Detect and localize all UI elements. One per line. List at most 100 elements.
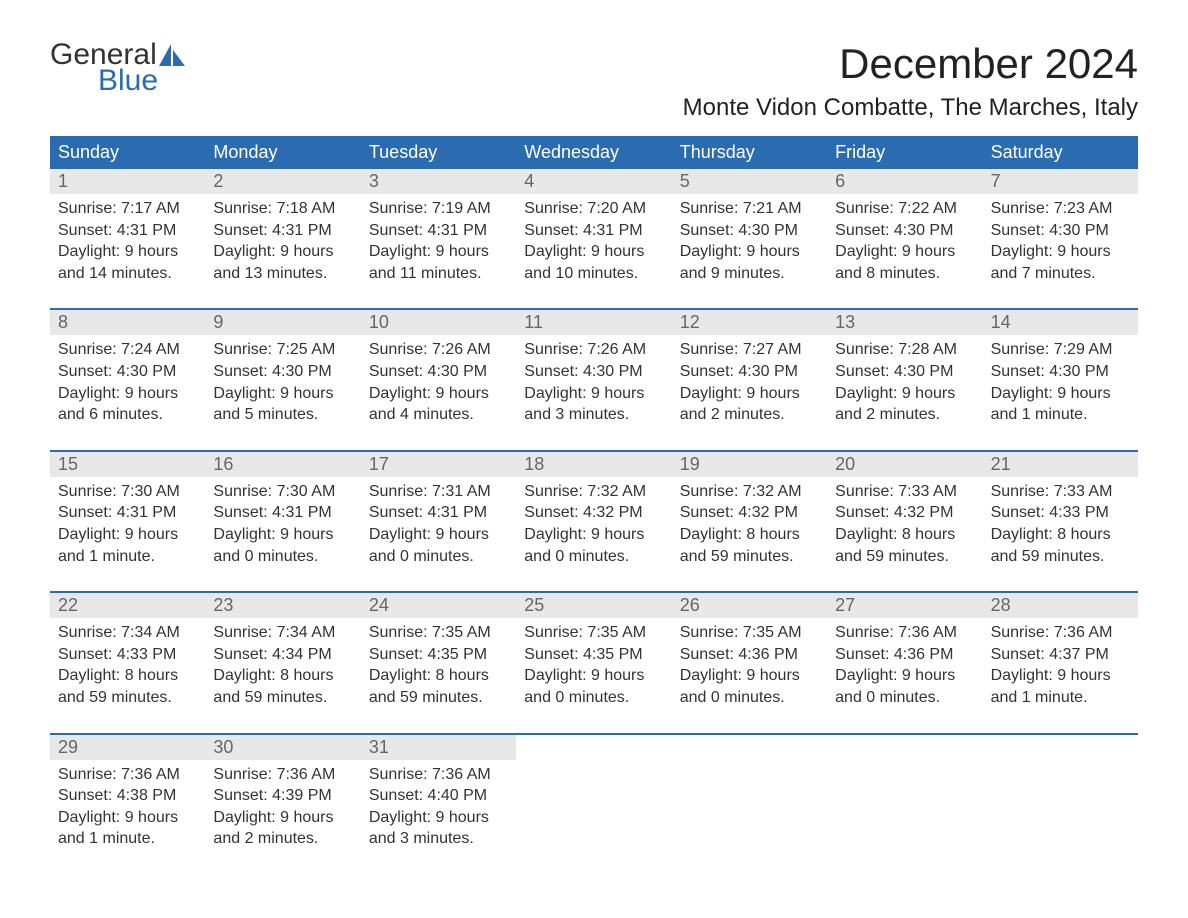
daylight-line-2: and 6 minutes. xyxy=(58,404,197,426)
sunrise-line: Sunrise: 7:36 AM xyxy=(991,622,1130,644)
day-number: 21 xyxy=(983,452,1138,477)
day-number: 29 xyxy=(50,735,205,760)
sunrise-line: Sunrise: 7:33 AM xyxy=(835,481,974,503)
day-details: Sunrise: 7:27 AMSunset: 4:30 PMDaylight:… xyxy=(672,335,827,431)
sunset-line: Sunset: 4:31 PM xyxy=(369,502,508,524)
daylight-line-2: and 59 minutes. xyxy=(369,687,508,709)
daylight-line-2: and 5 minutes. xyxy=(213,404,352,426)
day-number: 27 xyxy=(827,593,982,618)
daylight-line-2: and 59 minutes. xyxy=(835,546,974,568)
daylight-line-1: Daylight: 9 hours xyxy=(680,383,819,405)
day-details: Sunrise: 7:18 AMSunset: 4:31 PMDaylight:… xyxy=(205,194,360,290)
sunset-line: Sunset: 4:37 PM xyxy=(991,644,1130,666)
sunrise-line: Sunrise: 7:19 AM xyxy=(369,198,508,220)
calendar-day: . xyxy=(827,735,982,856)
daylight-line-1: Daylight: 9 hours xyxy=(58,524,197,546)
calendar-day: 15Sunrise: 7:30 AMSunset: 4:31 PMDayligh… xyxy=(50,452,205,573)
dow-thursday: Thursday xyxy=(672,136,827,169)
calendar-week: 29Sunrise: 7:36 AMSunset: 4:38 PMDayligh… xyxy=(50,733,1138,856)
day-number: 9 xyxy=(205,310,360,335)
location-subtitle: Monte Vidon Combatte, The Marches, Italy xyxy=(683,94,1138,122)
daylight-line-1: Daylight: 9 hours xyxy=(213,383,352,405)
calendar-day: 26Sunrise: 7:35 AMSunset: 4:36 PMDayligh… xyxy=(672,593,827,714)
daylight-line-1: Daylight: 9 hours xyxy=(524,524,663,546)
sunrise-line: Sunrise: 7:18 AM xyxy=(213,198,352,220)
day-details: Sunrise: 7:35 AMSunset: 4:35 PMDaylight:… xyxy=(361,618,516,714)
calendar-day: 9Sunrise: 7:25 AMSunset: 4:30 PMDaylight… xyxy=(205,310,360,431)
calendar-day: 28Sunrise: 7:36 AMSunset: 4:37 PMDayligh… xyxy=(983,593,1138,714)
title-block: December 2024 Monte Vidon Combatte, The … xyxy=(683,40,1138,122)
daylight-line-2: and 0 minutes. xyxy=(524,687,663,709)
day-number: 8 xyxy=(50,310,205,335)
sunrise-line: Sunrise: 7:36 AM xyxy=(369,764,508,786)
daylight-line-1: Daylight: 9 hours xyxy=(524,241,663,263)
sunrise-line: Sunrise: 7:21 AM xyxy=(680,198,819,220)
daylight-line-2: and 2 minutes. xyxy=(835,404,974,426)
daylight-line-1: Daylight: 9 hours xyxy=(58,241,197,263)
daylight-line-2: and 0 minutes. xyxy=(524,546,663,568)
dow-sunday: Sunday xyxy=(50,136,205,169)
daylight-line-2: and 13 minutes. xyxy=(213,263,352,285)
day-number: 15 xyxy=(50,452,205,477)
calendar-day: 21Sunrise: 7:33 AMSunset: 4:33 PMDayligh… xyxy=(983,452,1138,573)
day-number: 23 xyxy=(205,593,360,618)
calendar-week: 22Sunrise: 7:34 AMSunset: 4:33 PMDayligh… xyxy=(50,591,1138,714)
daylight-line-1: Daylight: 8 hours xyxy=(369,665,508,687)
calendar-day: 20Sunrise: 7:33 AMSunset: 4:32 PMDayligh… xyxy=(827,452,982,573)
daylight-line-2: and 2 minutes. xyxy=(213,828,352,850)
sunrise-line: Sunrise: 7:36 AM xyxy=(58,764,197,786)
daylight-line-2: and 0 minutes. xyxy=(213,546,352,568)
daylight-line-2: and 4 minutes. xyxy=(369,404,508,426)
sunrise-line: Sunrise: 7:22 AM xyxy=(835,198,974,220)
dow-friday: Friday xyxy=(827,136,982,169)
day-number: 17 xyxy=(361,452,516,477)
day-number: 24 xyxy=(361,593,516,618)
sunset-line: Sunset: 4:30 PM xyxy=(680,361,819,383)
day-number: 6 xyxy=(827,169,982,194)
sunrise-line: Sunrise: 7:35 AM xyxy=(680,622,819,644)
calendar-day: 5Sunrise: 7:21 AMSunset: 4:30 PMDaylight… xyxy=(672,169,827,290)
sunrise-line: Sunrise: 7:33 AM xyxy=(991,481,1130,503)
day-number: 19 xyxy=(672,452,827,477)
day-number: 22 xyxy=(50,593,205,618)
daylight-line-2: and 0 minutes. xyxy=(680,687,819,709)
sunset-line: Sunset: 4:35 PM xyxy=(524,644,663,666)
calendar-day: 13Sunrise: 7:28 AMSunset: 4:30 PMDayligh… xyxy=(827,310,982,431)
day-number: 28 xyxy=(983,593,1138,618)
calendar-day: 30Sunrise: 7:36 AMSunset: 4:39 PMDayligh… xyxy=(205,735,360,856)
calendar-day: 3Sunrise: 7:19 AMSunset: 4:31 PMDaylight… xyxy=(361,169,516,290)
calendar-day: . xyxy=(672,735,827,856)
sunset-line: Sunset: 4:35 PM xyxy=(369,644,508,666)
sunrise-line: Sunrise: 7:25 AM xyxy=(213,339,352,361)
day-details: Sunrise: 7:21 AMSunset: 4:30 PMDaylight:… xyxy=(672,194,827,290)
daylight-line-2: and 59 minutes. xyxy=(58,687,197,709)
calendar-day: 2Sunrise: 7:18 AMSunset: 4:31 PMDaylight… xyxy=(205,169,360,290)
calendar-day: . xyxy=(983,735,1138,856)
day-details: Sunrise: 7:35 AMSunset: 4:36 PMDaylight:… xyxy=(672,618,827,714)
day-details: Sunrise: 7:32 AMSunset: 4:32 PMDaylight:… xyxy=(516,477,671,573)
sunset-line: Sunset: 4:30 PM xyxy=(369,361,508,383)
daylight-line-2: and 59 minutes. xyxy=(213,687,352,709)
daylight-line-2: and 3 minutes. xyxy=(369,828,508,850)
day-details: Sunrise: 7:34 AMSunset: 4:33 PMDaylight:… xyxy=(50,618,205,714)
dow-saturday: Saturday xyxy=(983,136,1138,169)
calendar-day: 11Sunrise: 7:26 AMSunset: 4:30 PMDayligh… xyxy=(516,310,671,431)
sunset-line: Sunset: 4:30 PM xyxy=(58,361,197,383)
daylight-line-1: Daylight: 9 hours xyxy=(680,241,819,263)
sunset-line: Sunset: 4:31 PM xyxy=(58,220,197,242)
sunrise-line: Sunrise: 7:32 AM xyxy=(680,481,819,503)
sunset-line: Sunset: 4:34 PM xyxy=(213,644,352,666)
day-number: 20 xyxy=(827,452,982,477)
sunset-line: Sunset: 4:39 PM xyxy=(213,785,352,807)
daylight-line-1: Daylight: 9 hours xyxy=(369,524,508,546)
sunrise-line: Sunrise: 7:30 AM xyxy=(213,481,352,503)
calendar-day: 25Sunrise: 7:35 AMSunset: 4:35 PMDayligh… xyxy=(516,593,671,714)
calendar-day: 14Sunrise: 7:29 AMSunset: 4:30 PMDayligh… xyxy=(983,310,1138,431)
sunrise-line: Sunrise: 7:27 AM xyxy=(680,339,819,361)
day-number: 25 xyxy=(516,593,671,618)
day-details: Sunrise: 7:30 AMSunset: 4:31 PMDaylight:… xyxy=(50,477,205,573)
calendar-week: 15Sunrise: 7:30 AMSunset: 4:31 PMDayligh… xyxy=(50,450,1138,573)
daylight-line-2: and 3 minutes. xyxy=(524,404,663,426)
sunrise-line: Sunrise: 7:35 AM xyxy=(369,622,508,644)
daylight-line-2: and 9 minutes. xyxy=(680,263,819,285)
